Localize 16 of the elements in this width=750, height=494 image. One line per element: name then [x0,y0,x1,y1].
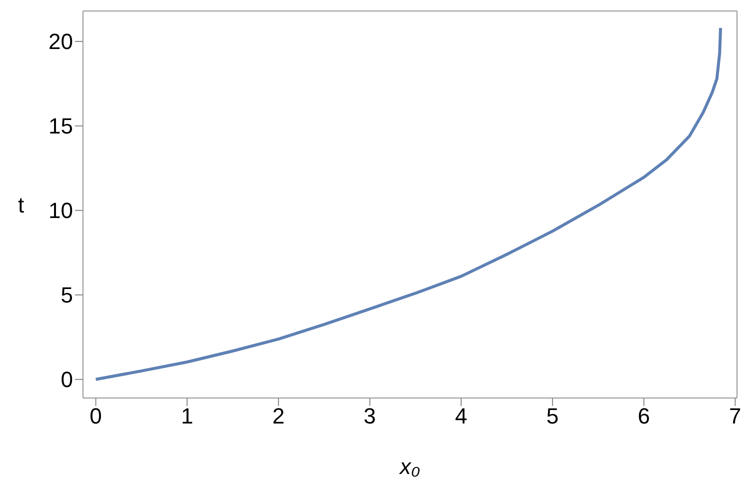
y-tick-label: 20 [48,29,73,54]
line-series [94,26,722,381]
x-tick-label: 1 [181,404,194,429]
y-tick-label: 0 [60,367,73,392]
x-tick-label: 7 [729,404,742,429]
x-axis-title: x₀ [398,454,420,479]
y-axis-title: t [18,192,24,218]
x-tick-label: 6 [638,404,650,429]
x-tick-label: 0 [90,404,102,429]
y-tick-label: 5 [60,282,73,308]
y-tick-label: 15 [48,114,73,139]
y-tick-label: 10 [48,198,73,224]
x-tick-label: 4 [455,404,468,429]
x-tick-label: 3 [364,404,376,429]
x-tick-label: 5 [546,404,559,429]
x-tick-label: 2 [272,404,285,429]
